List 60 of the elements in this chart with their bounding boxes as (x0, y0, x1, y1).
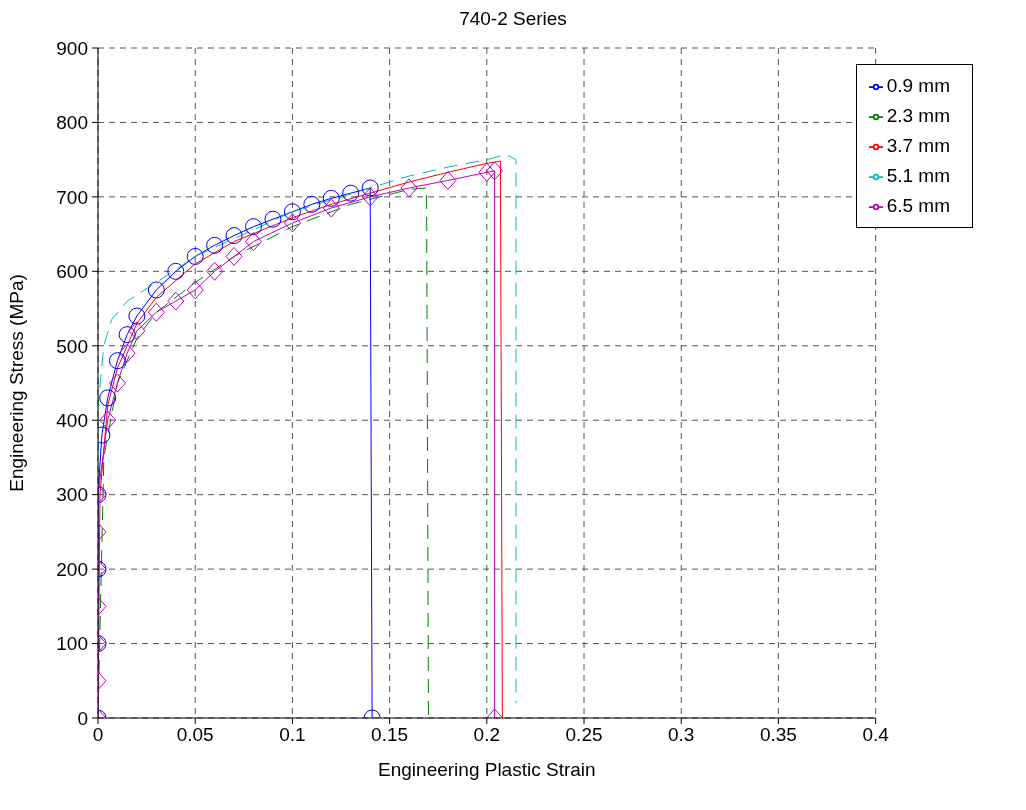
x-tick-label: 0.05 (176, 724, 214, 746)
y-tick-label: 400 (56, 409, 88, 431)
x-tick-label: 0.35 (759, 724, 797, 746)
point (128, 321, 146, 341)
x-tick-label: 0.4 (862, 724, 890, 746)
point (283, 213, 301, 233)
point (245, 232, 263, 252)
y-axis-title: Engineering Stress (MPa) (5, 274, 27, 492)
point (361, 187, 379, 207)
legend-label: 3.7 mm (886, 135, 950, 156)
point (400, 178, 418, 198)
point (225, 227, 243, 245)
point (99, 389, 117, 407)
y-tick-label: 500 (56, 335, 88, 357)
point (206, 236, 224, 254)
point (361, 179, 379, 197)
point (147, 302, 165, 322)
y-tick-label: 900 (56, 37, 88, 59)
y-tick-label: 200 (56, 558, 88, 580)
point (283, 203, 301, 221)
y-tick-label: 600 (56, 261, 88, 283)
point (322, 189, 340, 207)
point (342, 184, 360, 202)
x-tick-label: 0.2 (473, 724, 501, 746)
chart-title: 740-2 Series (458, 8, 568, 31)
y-tick-label: 0 (77, 707, 88, 729)
legend-label: 6.5 mm (886, 195, 950, 216)
point (303, 195, 321, 213)
x-tick-label: 0.3 (668, 724, 695, 746)
x-axis-title: Engineering Plastic Strain (378, 759, 596, 780)
point (167, 262, 185, 280)
point (478, 162, 496, 182)
point (206, 261, 224, 281)
point (186, 280, 204, 300)
legend-label: 5.1 mm (886, 165, 950, 186)
y-tick-label: 100 (56, 633, 88, 655)
point (486, 161, 504, 181)
point (245, 218, 263, 236)
point (108, 373, 126, 393)
point (118, 326, 136, 344)
y-tick-label: 700 (56, 186, 88, 208)
point (108, 352, 126, 370)
x-tick-label: 0.1 (279, 724, 306, 746)
point (225, 246, 243, 266)
legend-label: 0.9 mm (886, 75, 950, 96)
point (147, 281, 165, 299)
point (99, 410, 117, 430)
point (186, 247, 204, 265)
x-tick-label: 0.15 (371, 724, 409, 746)
x-tick-label: 0.25 (565, 724, 603, 746)
y-tick-label: 800 (56, 112, 88, 134)
point (167, 291, 185, 311)
x-tick-label: 0 (92, 724, 104, 746)
point (264, 210, 282, 228)
point (128, 307, 146, 325)
point (118, 343, 136, 363)
point (322, 198, 340, 218)
point (439, 171, 457, 191)
y-tick-label: 300 (56, 484, 88, 506)
legend-label: 2.3 mm (886, 105, 950, 126)
